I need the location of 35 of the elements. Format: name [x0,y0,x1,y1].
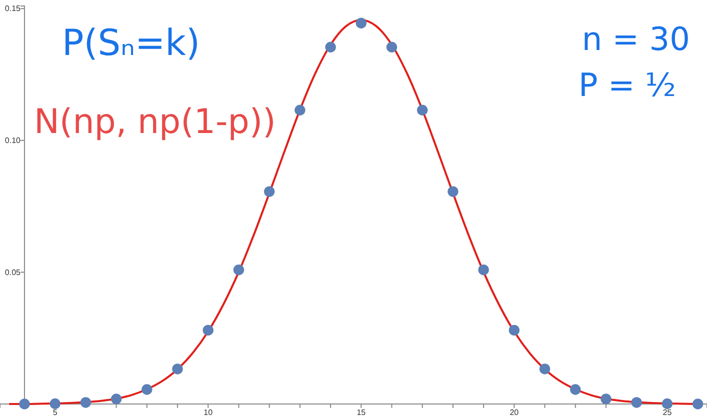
annotation: P = ½ [578,66,676,104]
point [294,104,306,116]
point [233,264,244,276]
point [539,364,550,374]
point [631,397,642,408]
annotation: P(Sₙ=k) [62,23,200,64]
x-tick-label: 20 [510,408,520,417]
point [417,104,428,116]
point [172,364,183,374]
point [325,42,336,52]
point [142,384,152,395]
y-tick-label: 0.05 [4,268,22,277]
point [202,324,214,336]
x-tick-label: 5 [52,408,58,417]
annotation: N(np, np(1-p)) [34,102,276,142]
point [50,398,60,410]
point [508,324,520,336]
y-tick-label: 0.15 [4,4,22,14]
point [662,398,673,410]
point [264,186,275,197]
point [110,394,122,404]
y-tick-label: 0.10 [4,136,22,145]
point [356,18,367,28]
point [692,398,704,410]
annotation: n = 30 [582,20,690,58]
point [19,398,30,410]
point [600,394,612,404]
point [448,186,458,197]
x-tick-label: 15 [356,408,366,417]
point [80,397,92,408]
point [478,264,489,276]
x-tick-label: 25 [662,408,672,417]
point [386,42,398,52]
x-tick-label: 10 [204,408,214,417]
point [570,384,581,395]
